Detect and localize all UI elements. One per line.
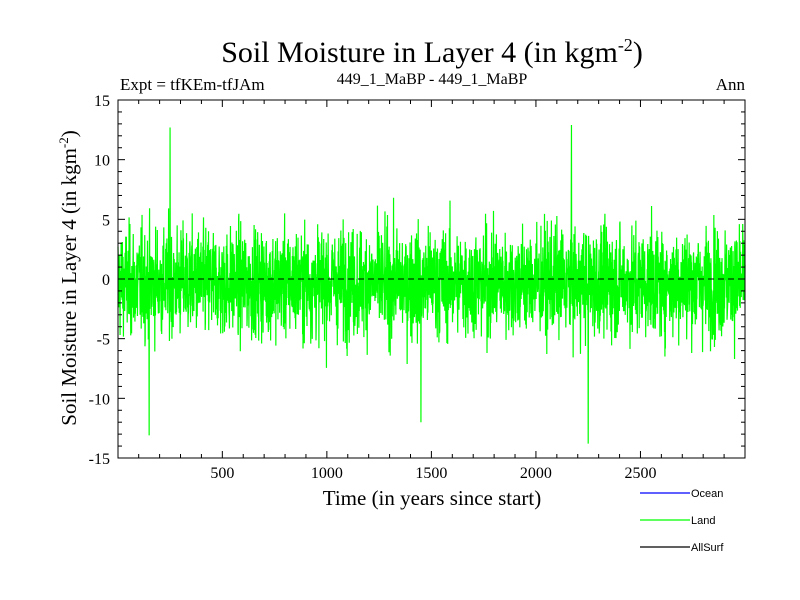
y-tick-label: 10 — [94, 153, 110, 170]
experiment-label: Expt = tfKEm-tfJAm — [120, 75, 265, 94]
x-tick-label: 2500 — [624, 465, 656, 482]
land-series-line — [117, 125, 746, 444]
y-axis-label: Soil Moisture in Layer 4 (in kgm-2) — [56, 130, 81, 425]
x-axis: 500 1000 1500 2000 2500 — [138, 100, 725, 482]
y-tick-label: 5 — [102, 212, 110, 229]
y-tick-label: -10 — [89, 391, 110, 408]
y-tick-label: -15 — [89, 451, 110, 468]
legend-label: Ocean — [691, 488, 723, 500]
y-tick-label: -5 — [97, 332, 110, 349]
season-label: Ann — [716, 75, 746, 94]
x-tick-label: 500 — [210, 465, 234, 482]
experiment-subtitle: 449_1_MaBP - 449_1_MaBP — [337, 71, 528, 88]
plot-area: 500 1000 1500 2000 2500 -15 -10 -5 0 5 10 15 — [89, 93, 746, 482]
series-land — [117, 125, 746, 444]
y-tick-label: 0 — [102, 272, 110, 289]
x-tick-label: 1000 — [311, 465, 343, 482]
x-tick-label: 1500 — [415, 465, 447, 482]
chart-title: Soil Moisture in Layer 4 (in kgm-2) — [221, 35, 643, 69]
legend: Ocean Land AllSurf — [640, 488, 724, 554]
x-axis-label: Time (in years since start) — [323, 486, 542, 510]
legend-label: Land — [691, 515, 715, 527]
y-tick-label: 15 — [94, 93, 110, 110]
y-axis: -15 -10 -5 0 5 10 15 — [89, 93, 745, 468]
x-tick-label: 2000 — [520, 465, 552, 482]
legend-label: AllSurf — [691, 542, 724, 554]
